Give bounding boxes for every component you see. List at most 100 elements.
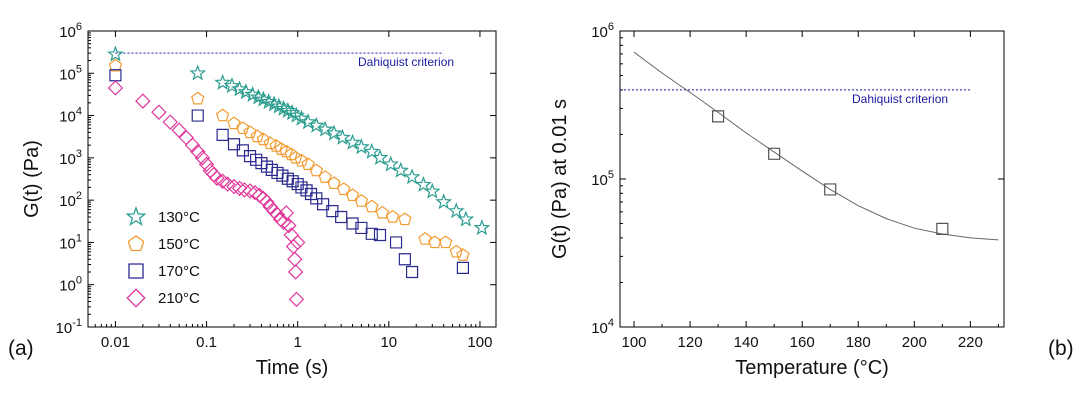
y-tick-label: 100 [59, 275, 82, 295]
tick-exponent: 3 [76, 148, 82, 160]
y-tick-label: 10-1 [56, 317, 82, 337]
square-marker [227, 138, 241, 151]
diamond-marker [278, 205, 295, 221]
pentagon-marker [375, 205, 390, 219]
square-marker [304, 187, 318, 201]
tick-base: 10 [59, 151, 76, 168]
x-tick-label: 10 [380, 334, 397, 351]
panel-b-temperature-plot: 100 120 140 160 180 200 220104105106Temperatur… [549, 21, 1074, 379]
square-marker [286, 175, 299, 188]
star-marker [334, 128, 351, 145]
star-marker [363, 142, 381, 159]
dahlquist-criterion-label: Dahiquist criterion [358, 55, 454, 69]
tick-exponent: 0 [76, 275, 82, 287]
square-marker [316, 198, 330, 211]
diamond-marker [198, 156, 215, 173]
legend-label: 210°C [158, 290, 200, 307]
pentagon-marker [365, 199, 379, 213]
star-marker [325, 124, 343, 141]
star-marker [293, 109, 310, 126]
pentagon-marker [243, 125, 257, 139]
legend-diamond-marker [126, 288, 146, 308]
diamond-marker [231, 180, 248, 197]
star-marker [249, 88, 267, 105]
pentagon-marker [449, 244, 464, 258]
square-marker [271, 166, 284, 180]
star-marker [352, 138, 370, 155]
diamond-marker [242, 183, 258, 199]
x-tick-label: 0.1 [196, 334, 217, 351]
star-marker [382, 155, 400, 172]
legend-label: 150°C [158, 236, 200, 253]
legend-label: 130°C [158, 209, 200, 226]
pentagon-marker [294, 153, 309, 167]
tick-exponent: 5 [76, 63, 82, 75]
tick-exponent: 4 [608, 317, 614, 329]
star-marker [344, 133, 361, 150]
y-tick-label: 105 [591, 169, 614, 189]
square-marker [300, 184, 313, 197]
star-marker [457, 210, 475, 227]
square-marker [109, 69, 122, 82]
square-marker [346, 217, 359, 230]
star-marker [392, 161, 410, 178]
x-tick-label: 100 [621, 334, 646, 351]
tick-exponent: -1 [72, 317, 82, 329]
star-marker [447, 202, 465, 219]
pentagon-marker [418, 232, 432, 245]
tick-base: 10 [59, 24, 76, 41]
y-tick-label: 105 [59, 63, 82, 83]
fit-curve [633, 51, 999, 241]
diamond-marker [214, 173, 231, 189]
star-marker [423, 182, 441, 199]
pentagon-marker [398, 212, 412, 226]
star-marker [435, 193, 453, 210]
diamond-marker [285, 238, 302, 255]
tick-base: 10 [591, 172, 608, 189]
diamond-marker [162, 114, 179, 130]
pentagon-marker [345, 188, 360, 202]
pentagon-marker [236, 121, 250, 135]
plot-frame [619, 30, 1005, 328]
star-marker [265, 95, 283, 112]
x-tick-label: 0.01 [101, 334, 130, 351]
square-marker [291, 177, 304, 191]
legend-star-marker [125, 206, 147, 226]
x-axis-title: Time (s) [256, 357, 329, 379]
diamond-marker [287, 264, 304, 280]
square-marker [824, 183, 837, 196]
diamond-marker [289, 234, 306, 251]
y-tick-label: 103 [59, 148, 82, 168]
pentagon-marker [385, 209, 400, 223]
x-tick-label: 200 [902, 334, 927, 351]
legend-pentagon-marker [127, 235, 145, 252]
diamond-marker [194, 150, 211, 166]
dahlquist-criterion-label: Dahiquist criterion [852, 92, 948, 106]
pentagon-marker [191, 91, 205, 105]
diamond-marker [288, 291, 305, 308]
star-marker [260, 93, 278, 110]
x-tick-label: 140 [734, 334, 759, 351]
square-marker [389, 236, 403, 249]
diamond-marker [171, 122, 187, 138]
plot-frame [87, 30, 497, 328]
series-170°C [109, 69, 470, 279]
star-marker [371, 149, 389, 166]
star-marker [254, 90, 272, 107]
diamond-marker [247, 184, 263, 201]
square-marker [276, 169, 289, 182]
pentagon-marker [250, 129, 264, 143]
legend-label: 170°C [158, 263, 200, 280]
star-marker [473, 219, 491, 236]
diamond-marker [184, 137, 201, 153]
diamond-marker [135, 93, 151, 109]
tick-base: 10 [591, 24, 608, 41]
tick-base: 10 [59, 109, 76, 126]
square-marker [310, 192, 323, 205]
square-marker [365, 227, 378, 240]
square-marker [712, 110, 725, 123]
pentagon-marker [256, 132, 271, 146]
tick-base: 10 [591, 320, 608, 337]
tick-base: 10 [59, 235, 76, 252]
